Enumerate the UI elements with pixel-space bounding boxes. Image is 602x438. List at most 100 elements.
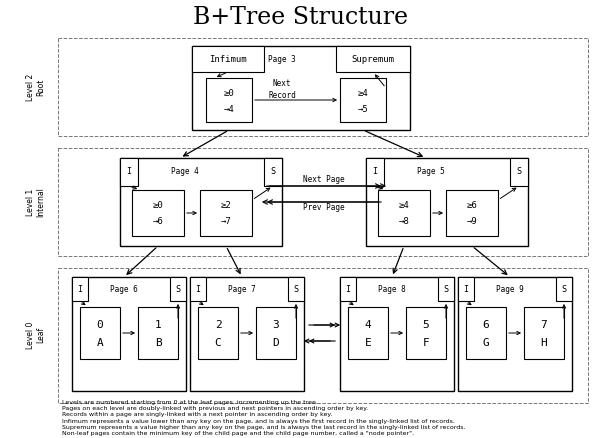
Text: →6: →6 [153,218,163,226]
Text: →7: →7 [220,218,231,226]
Text: Levels are numbered starting from 0 at the leaf pages, incrementing up the tree.: Levels are numbered starting from 0 at t… [62,400,318,405]
Text: Infimum: Infimum [209,54,247,64]
Bar [58,38,588,136]
Text: Supremum: Supremum [352,54,394,64]
Text: I: I [373,167,377,177]
Bar [170,277,186,301]
Text: ≥0: ≥0 [153,201,163,211]
Bar [58,268,588,403]
Bar [336,46,410,72]
Bar [556,277,572,301]
Bar [340,78,386,122]
Text: Supremum represents a value higher than any key on the page, and is always the l: Supremum represents a value higher than … [62,425,465,430]
Bar [264,158,282,186]
Text: Next: Next [273,80,291,88]
Text: ≥4: ≥4 [399,201,409,211]
Text: Level 2
Root: Level 2 Root [26,74,46,101]
Text: 0: 0 [97,320,104,330]
Bar [198,307,238,359]
Text: S: S [444,285,448,293]
Text: 2: 2 [215,320,222,330]
Bar [458,277,474,301]
Text: →9: →9 [467,218,477,226]
Text: →5: →5 [358,106,368,114]
Text: 1: 1 [155,320,161,330]
Text: Page 9: Page 9 [496,285,524,293]
Bar [192,46,410,130]
Text: 5: 5 [423,320,429,330]
Text: →4: →4 [223,106,234,114]
Text: C: C [215,338,222,348]
Bar [132,190,184,236]
Bar [288,277,304,301]
Text: S: S [517,167,521,177]
Bar [438,277,454,301]
Text: ≥0: ≥0 [223,89,234,99]
Bar [58,148,588,256]
Text: 6: 6 [483,320,489,330]
Text: Non-leaf pages contain the minimum key of the child page and the child page numb: Non-leaf pages contain the minimum key o… [62,431,414,436]
Text: S: S [270,167,276,177]
Text: H: H [541,338,547,348]
Bar [72,277,88,301]
Bar [406,307,446,359]
Text: B+Tree Structure: B+Tree Structure [193,7,409,29]
Bar [138,307,178,359]
Text: E: E [365,338,371,348]
Text: Page 6: Page 6 [110,285,138,293]
Text: ≥6: ≥6 [467,201,477,211]
Text: F: F [423,338,429,348]
Bar [366,158,384,186]
Text: I: I [464,285,468,293]
Text: 3: 3 [273,320,279,330]
Text: 4: 4 [365,320,371,330]
Text: S: S [176,285,181,293]
Bar [510,158,528,186]
Text: Page 5: Page 5 [417,167,445,177]
Bar [340,277,454,391]
Text: I: I [346,285,350,293]
Text: Page 8: Page 8 [378,285,406,293]
Text: I: I [78,285,82,293]
Bar [190,277,206,301]
Text: Level 0
Leaf: Level 0 Leaf [26,321,46,349]
Text: I: I [126,167,131,177]
Text: →8: →8 [399,218,409,226]
Text: S: S [294,285,299,293]
Bar [256,307,296,359]
Bar [366,158,528,246]
Text: Records within a page are singly-linked with a next pointer in ascending order b: Records within a page are singly-linked … [62,413,332,417]
Bar [340,277,356,301]
Bar [206,78,252,122]
Text: Pages on each level are doubly-linked with previous and next pointers in ascendi: Pages on each level are doubly-linked wi… [62,406,368,411]
Text: ≥4: ≥4 [358,89,368,99]
Bar [80,307,120,359]
Text: Page 7: Page 7 [228,285,256,293]
Bar [120,158,282,246]
Bar [458,277,572,391]
Text: Record: Record [268,92,296,100]
Text: Level 1
Internal: Level 1 Internal [26,187,46,217]
Text: Infimum represents a value lower than any key on the page, and is always the fir: Infimum represents a value lower than an… [62,419,455,424]
Bar [524,307,564,359]
Bar [120,158,138,186]
Text: 7: 7 [541,320,547,330]
Text: ≥2: ≥2 [220,201,231,211]
Text: Page 4: Page 4 [171,167,199,177]
Text: Next Page: Next Page [303,176,345,184]
Bar [192,46,264,72]
Text: A: A [97,338,104,348]
Bar [466,307,506,359]
Text: S: S [562,285,566,293]
Text: I: I [196,285,200,293]
Bar [190,277,304,391]
Text: Prev Page: Prev Page [303,204,345,212]
Text: G: G [483,338,489,348]
Text: B: B [155,338,161,348]
Bar [72,277,186,391]
Bar [446,190,498,236]
Bar [200,190,252,236]
Text: D: D [273,338,279,348]
Text: Page 3: Page 3 [268,54,296,64]
Bar [378,190,430,236]
